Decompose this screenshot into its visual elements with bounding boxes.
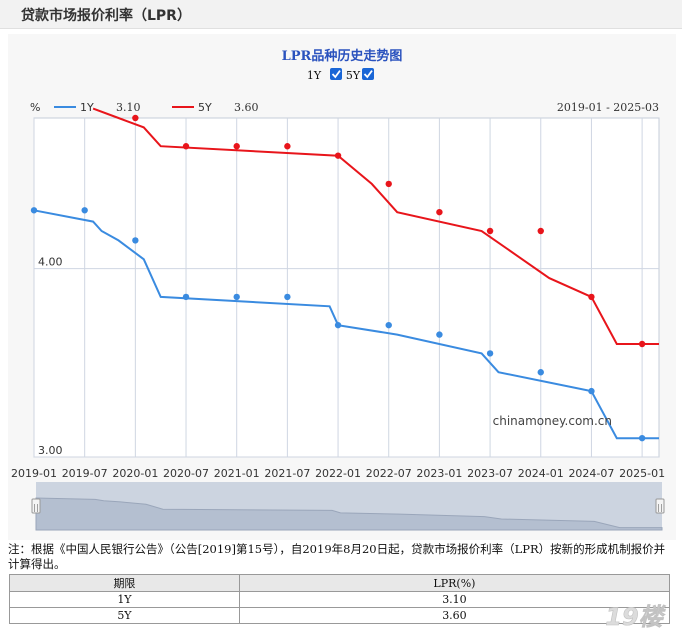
data-point-5y — [436, 208, 443, 216]
data-point-5y — [132, 114, 139, 122]
column-header: LPR(%) — [238, 574, 671, 592]
x-tick-label: 2020-01 — [112, 467, 158, 480]
toggle-5y-label: 5Y — [346, 69, 361, 82]
footnote: 注：根据《中国人民银行公告》（公告[2019]第15号），自2019年8月20日… — [8, 542, 666, 571]
column-header: 期限 — [9, 574, 240, 592]
table-row: 5Y 3.60 — [9, 607, 671, 624]
data-point-1y — [537, 369, 544, 376]
data-point-1y — [638, 434, 646, 442]
data-point-1y — [30, 207, 38, 214]
toggle-1y-checkbox[interactable] — [330, 68, 342, 80]
x-tick-label: 2021-01 — [214, 467, 260, 480]
table-header-row: 期限 LPR(%) — [9, 574, 671, 592]
toggle-1y-label: 1Y — [307, 69, 322, 82]
table-cell: 1Y — [9, 591, 240, 608]
navigator-handle-left[interactable] — [31, 498, 41, 514]
data-point-5y — [588, 293, 595, 301]
data-point-1y — [81, 207, 88, 214]
table-cell: 3.60 — [238, 607, 671, 624]
watermark-text: chinamoney.com.cn — [493, 414, 612, 428]
lpr-chart: LPR品种历史走势图 1Y 5Y % 1Y 3.10 5Y 3.60 2019-… — [11, 48, 665, 531]
series-toggle-1y[interactable]: 1Y — [307, 68, 342, 82]
x-tick-label: 2019-01 — [11, 467, 57, 480]
x-tick-label: 2023-07 — [467, 467, 513, 480]
x-tick-label: 2024-07 — [568, 467, 614, 480]
table-cell: 5Y — [9, 607, 240, 624]
data-point-5y — [233, 143, 240, 150]
legend-value-5y: 3.60 — [234, 101, 259, 114]
table-cell: 3.10 — [238, 591, 671, 608]
x-tick-label: 2019-07 — [62, 467, 108, 480]
series-line-5y — [92, 107, 659, 345]
data-point-5y — [638, 340, 646, 348]
x-tick-label: 2025-01 — [619, 467, 665, 480]
x-tick-label: 2022-07 — [366, 467, 412, 480]
unit-label: % — [30, 101, 40, 114]
handle-grip-icon: || — [657, 503, 662, 512]
data-point-5y — [537, 227, 544, 235]
data-point-1y — [385, 321, 392, 329]
x-tick-label: 2024-01 — [518, 467, 564, 480]
page-title: 贷款市场报价利率（LPR） — [21, 8, 191, 24]
lpr-table: 期限 LPR(%) 1Y 3.10 5Y 3.60 — [9, 574, 671, 624]
series-line-1y — [33, 209, 659, 440]
x-tick-label: 2020-07 — [163, 467, 209, 480]
handle-grip-icon: || — [33, 503, 38, 512]
x-tick-label: 2023-01 — [416, 467, 462, 480]
series-toggle-5y[interactable]: 5Y — [346, 68, 374, 82]
legend-item-1y[interactable]: 1Y 3.10 — [54, 101, 141, 114]
legend-item-5y[interactable]: 5Y 3.60 — [172, 101, 259, 114]
navigator-handle-right[interactable] — [655, 498, 665, 514]
checkmark-icon — [331, 70, 341, 79]
range-navigator[interactable]: || || — [31, 482, 665, 531]
data-point-1y — [182, 293, 190, 301]
data-point-1y — [588, 387, 595, 395]
y-tick-label: 3.00 — [38, 444, 63, 457]
data-point-5y — [182, 143, 190, 150]
data-point-1y — [233, 293, 240, 301]
chart-panel: LPR品种历史走势图 1Y 5Y % 1Y 3.10 5Y 3.60 2019-… — [8, 34, 676, 540]
data-point-1y — [486, 350, 494, 357]
x-tick-label: 2021-07 — [264, 467, 310, 480]
legend-label-1y: 1Y — [80, 101, 94, 114]
date-range-label: 2019-01 - 2025-03 — [557, 101, 659, 114]
data-point-5y — [284, 143, 291, 150]
toggle-5y-checkbox[interactable] — [362, 68, 374, 80]
page-header: 贷款市场报价利率（LPR） — [0, 0, 682, 29]
plot-area — [33, 117, 660, 458]
data-point-1y — [436, 331, 443, 338]
watermark-logo-text: 19楼 — [605, 603, 666, 631]
data-point-1y — [334, 321, 342, 329]
data-point-5y — [486, 227, 494, 235]
chart-title: LPR品种历史走势图 — [282, 48, 403, 64]
checkmark-icon — [363, 70, 373, 79]
table-row: 1Y 3.10 — [9, 591, 671, 608]
legend-label-5y: 5Y — [198, 101, 212, 114]
navigator-series-area — [35, 497, 663, 531]
watermark-logo: 19楼 — [605, 603, 667, 632]
legend-value-1y: 3.10 — [116, 101, 141, 114]
data-point-1y — [132, 237, 139, 244]
data-point-5y — [385, 180, 392, 188]
y-tick-label: 4.00 — [38, 256, 63, 269]
data-point-1y — [284, 293, 291, 301]
data-point-5y — [334, 152, 342, 159]
x-tick-label: 2022-01 — [315, 467, 361, 480]
